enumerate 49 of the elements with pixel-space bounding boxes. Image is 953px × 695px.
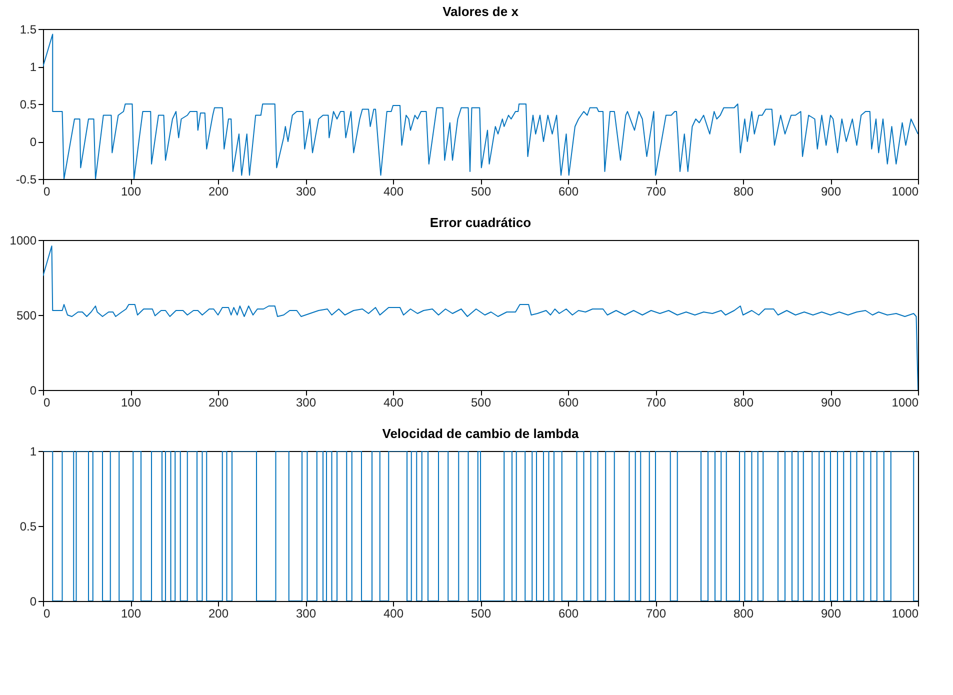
- x-tick-label: 200: [208, 606, 229, 620]
- y-tick-label: 1.5: [20, 22, 37, 36]
- line-series: [43, 246, 918, 390]
- x-tick-label: 800: [733, 184, 754, 198]
- y-tick-label: 500: [16, 308, 37, 322]
- x-tick-label: 400: [383, 606, 404, 620]
- y-tick-label: 0: [30, 135, 37, 149]
- x-tick-label: 600: [558, 606, 579, 620]
- x-tick-label: 900: [820, 396, 842, 410]
- y-tick-label: 0: [30, 594, 37, 608]
- x-tick-label: 100: [120, 396, 142, 410]
- x-tick-label: 100: [120, 184, 142, 198]
- x-tick-label: 300: [296, 184, 316, 198]
- x-tick-label: 200: [208, 184, 229, 198]
- chart-title: Error cuadrático: [430, 215, 532, 230]
- x-tick-label: 700: [646, 606, 666, 620]
- x-tick-label: 800: [733, 396, 754, 410]
- x-tick-label: 500: [470, 184, 492, 198]
- x-tick-label: 100: [120, 606, 142, 620]
- x-tick-label: 0: [44, 606, 50, 620]
- y-tick-label: 0: [30, 384, 37, 398]
- y-tick-label: 0.5: [20, 98, 37, 112]
- y-tick-label: 1000: [10, 234, 37, 248]
- x-tick-label: 600: [558, 396, 579, 410]
- chart-title: Valores de x: [442, 4, 520, 19]
- x-tick-label: 600: [558, 184, 579, 198]
- x-tick-label: 500: [470, 396, 492, 410]
- x-tick-label: 200: [208, 396, 229, 410]
- x-tick-label: 1000: [892, 396, 919, 410]
- x-tick-label: 900: [820, 184, 842, 198]
- x-tick-label: 700: [646, 396, 666, 410]
- y-tick-label: 0.5: [20, 520, 37, 534]
- x-tick-label: 0: [44, 184, 50, 198]
- x-tick-label: 1000: [892, 606, 919, 620]
- y-tick-label: 1: [30, 444, 37, 458]
- x-tick-label: 300: [296, 396, 316, 410]
- x-tick-label: 400: [383, 396, 404, 410]
- x-tick-label: 0: [44, 396, 50, 410]
- y-tick-label: -0.5: [16, 172, 37, 186]
- x-tick-label: 1000: [892, 184, 919, 198]
- x-tick-label: 500: [470, 606, 492, 620]
- x-tick-label: 400: [383, 184, 404, 198]
- line-series: [43, 34, 918, 179]
- x-tick-label: 300: [296, 606, 316, 620]
- x-tick-label: 800: [733, 606, 754, 620]
- chart-title: Velocidad de cambio de lambda: [382, 426, 580, 441]
- y-tick-label: 1: [30, 60, 37, 74]
- x-tick-label: 900: [820, 606, 842, 620]
- x-tick-label: 700: [646, 184, 666, 198]
